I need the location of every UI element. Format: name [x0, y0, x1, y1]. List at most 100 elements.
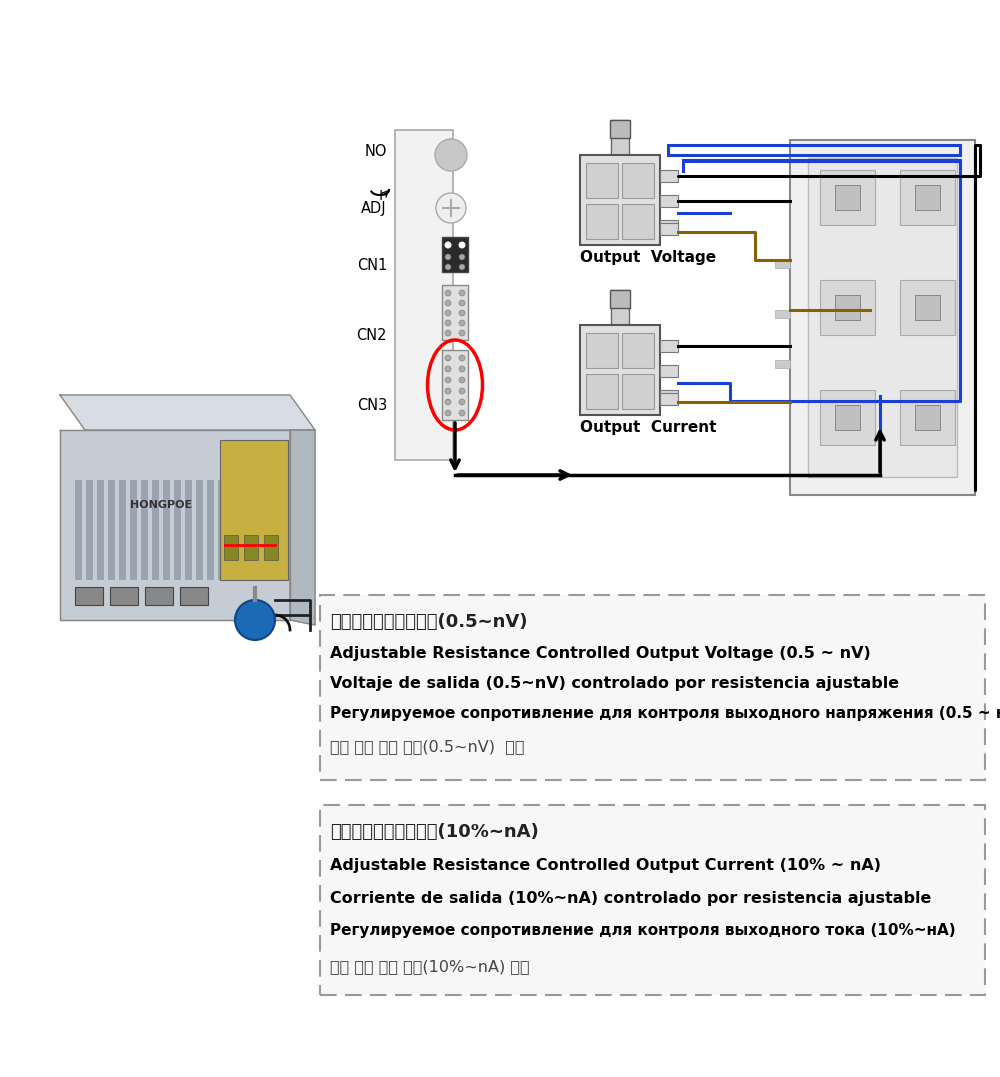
Circle shape — [459, 254, 465, 260]
Bar — [668, 145, 960, 155]
Bar — [622, 333, 654, 368]
Bar — [660, 170, 678, 182]
Bar — [86, 480, 93, 581]
Circle shape — [444, 241, 452, 249]
Bar — [180, 587, 208, 605]
Text: NO: NO — [364, 144, 387, 159]
Circle shape — [459, 320, 465, 326]
Text: CN1: CN1 — [357, 257, 387, 272]
Bar — [152, 480, 159, 581]
Bar — [75, 587, 103, 605]
Bar — [660, 390, 678, 402]
Text: Adjustable Resistance Controlled Output Voltage (0.5 ~ nV): Adjustable Resistance Controlled Output … — [330, 646, 871, 661]
Circle shape — [459, 330, 465, 336]
Polygon shape — [60, 395, 315, 430]
Bar — [835, 295, 860, 320]
Circle shape — [435, 139, 467, 171]
Circle shape — [458, 241, 466, 249]
Circle shape — [445, 388, 451, 394]
Bar — [622, 204, 654, 239]
Circle shape — [445, 330, 451, 336]
Bar — [820, 170, 875, 225]
Bar — [660, 340, 678, 352]
Circle shape — [445, 377, 451, 383]
Bar — [835, 405, 860, 430]
Bar — [580, 155, 660, 244]
Bar — [775, 310, 790, 318]
Text: Output  Current: Output Current — [580, 420, 716, 435]
Circle shape — [459, 377, 465, 383]
Circle shape — [445, 398, 451, 405]
Circle shape — [459, 388, 465, 394]
Bar — [775, 260, 790, 268]
Bar — [110, 587, 138, 605]
Bar — [586, 204, 618, 239]
Bar — [611, 120, 629, 155]
Text: Output  Voltage: Output Voltage — [580, 250, 716, 265]
Bar — [660, 393, 678, 405]
Circle shape — [459, 264, 465, 270]
Bar — [808, 158, 957, 477]
Bar — [610, 120, 630, 138]
Text: CN2: CN2 — [356, 327, 387, 342]
Bar — [108, 480, 115, 581]
Polygon shape — [60, 430, 290, 620]
Text: 可调电阻控制输出电流(10%~nA): 可调电阻控制输出电流(10%~nA) — [330, 823, 539, 841]
FancyBboxPatch shape — [320, 805, 985, 995]
Bar — [220, 440, 288, 581]
Text: Voltaje de salida (0.5~nV) controlado por resistencia ajustable: Voltaje de salida (0.5~nV) controlado po… — [330, 676, 899, 691]
Text: 가변 저항 출력 전압(0.5~nV)  제어: 가변 저항 출력 전압(0.5~nV) 제어 — [330, 739, 524, 754]
Text: Adjustable Resistance Controlled Output Current (10% ~ nA): Adjustable Resistance Controlled Output … — [330, 858, 881, 873]
Text: Corriente de salida (10%~nA) controlado por resistencia ajustable: Corriente de salida (10%~nA) controlado … — [330, 891, 931, 906]
Bar — [660, 220, 678, 232]
Text: +: + — [375, 188, 387, 204]
Circle shape — [445, 254, 451, 260]
Bar — [820, 390, 875, 445]
Bar — [622, 374, 654, 409]
Circle shape — [445, 300, 451, 306]
Bar — [75, 480, 82, 581]
Bar — [97, 480, 104, 581]
Bar — [790, 140, 975, 495]
Bar — [660, 195, 678, 207]
Bar — [586, 333, 618, 368]
Polygon shape — [290, 430, 315, 625]
Text: ADJ: ADJ — [361, 200, 387, 215]
Bar — [660, 365, 678, 377]
Bar — [835, 185, 860, 210]
Bar — [586, 163, 618, 198]
FancyBboxPatch shape — [320, 595, 985, 780]
Bar — [442, 237, 468, 272]
Circle shape — [445, 366, 451, 372]
Text: 가변 저항 출력 전류(10%~nA) 제어: 가변 저항 출력 전류(10%~nA) 제어 — [330, 959, 530, 974]
Bar — [915, 295, 940, 320]
Bar — [915, 405, 940, 430]
Bar — [900, 390, 955, 445]
Bar — [580, 325, 660, 415]
Circle shape — [445, 264, 451, 270]
Circle shape — [436, 193, 466, 223]
Text: CN3: CN3 — [357, 397, 387, 412]
Bar — [622, 163, 654, 198]
Circle shape — [459, 355, 465, 361]
Circle shape — [459, 300, 465, 306]
Circle shape — [459, 410, 465, 416]
Bar — [915, 185, 940, 210]
Bar — [395, 130, 453, 460]
Circle shape — [235, 600, 275, 640]
Bar — [610, 290, 630, 308]
Bar — [264, 535, 278, 560]
Text: Регулируемое сопротивление для контроля выходного напряжения (0.5 ~ нВ): Регулируемое сопротивление для контроля … — [330, 707, 1000, 721]
Text: 可调电阻控制输出电压(0.5~nV): 可调电阻控制输出电压(0.5~nV) — [330, 613, 528, 631]
Circle shape — [459, 290, 465, 296]
Circle shape — [445, 290, 451, 296]
Circle shape — [459, 366, 465, 372]
Bar — [244, 535, 258, 560]
Bar — [145, 587, 173, 605]
Bar — [174, 480, 181, 581]
Bar — [185, 480, 192, 581]
Text: HONGPOE: HONGPOE — [130, 500, 192, 510]
Bar — [130, 480, 137, 581]
Bar — [251, 480, 258, 581]
Bar — [141, 480, 148, 581]
